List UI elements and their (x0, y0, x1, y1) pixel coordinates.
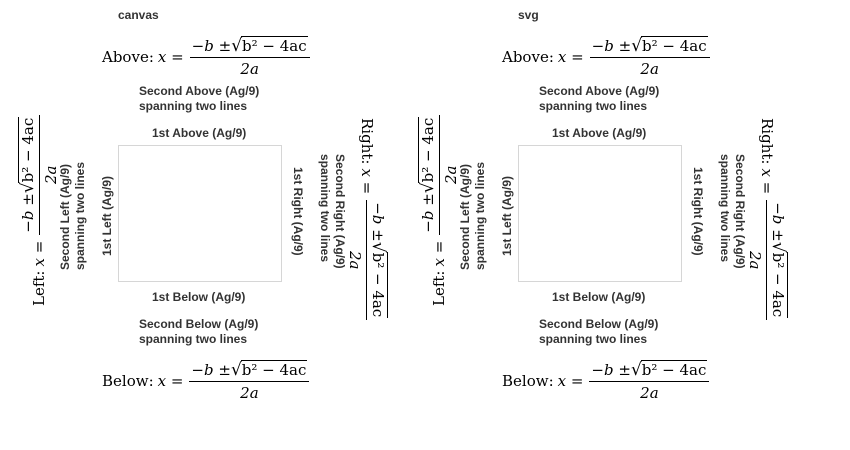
right-formula: Right: x = −b ± √ b² − 4ac 2a (746, 118, 788, 321)
second-below-label: Second Below (Ag/9) spanning two lines (139, 317, 259, 346)
second-right-label: Second Right (Ag/9) spanning two lines (718, 154, 747, 269)
right-formula: Right: x = −b ± √ b² − 4ac 2a (346, 118, 388, 321)
second-left-label: Second Left (Ag/9) spanning two lines (58, 161, 87, 270)
below-formula: Below: x = −b ± √ b² − 4ac 2a (102, 360, 310, 402)
second-right-label: Second Right (Ag/9) spanning two lines (318, 154, 347, 269)
first-left-label: 1st Left (Ag/9) (100, 175, 114, 256)
canvas-panel: canvas Above: x = −b ± √ b² − 4ac 2a Seco… (0, 0, 400, 450)
plot-area (118, 145, 282, 282)
left-formula: Left: x = −b ± √ b² − 4ac 2a (18, 114, 60, 306)
first-above-label: 1st Above (Ag/9) (552, 126, 647, 140)
first-below-label: 1st Below (Ag/9) (152, 290, 246, 304)
second-above-label: Second Above (Ag/9) spanning two lines (139, 84, 260, 113)
first-right-label: 1st Right (Ag/9) (691, 167, 705, 256)
svg-panel: svg Above: x = −b ± √ b² − 4ac 2a Second … (400, 0, 800, 450)
second-left-label: Second Left (Ag/9) spanning two lines (458, 161, 487, 270)
first-below-label: 1st Below (Ag/9) (552, 290, 646, 304)
panel-label: svg (518, 8, 539, 22)
second-above-label: Second Above (Ag/9) spanning two lines (539, 84, 660, 113)
second-below-label: Second Below (Ag/9) spanning two lines (539, 317, 659, 346)
first-left-label: 1st Left (Ag/9) (500, 175, 514, 256)
panel-label: canvas (118, 8, 159, 22)
below-formula: Below: x = −b ± √ b² − 4ac 2a (502, 360, 710, 402)
first-right-label: 1st Right (Ag/9) (291, 167, 305, 256)
above-formula: Above: x = −b ± √ b² − 4ac 2a (502, 36, 710, 78)
left-formula: Left: x = −b ± √ b² − 4ac 2a (418, 114, 460, 306)
first-above-label: 1st Above (Ag/9) (152, 126, 247, 140)
plot-area (518, 145, 682, 282)
above-formula: Above: x = −b ± √ b² − 4ac 2a (102, 36, 310, 78)
